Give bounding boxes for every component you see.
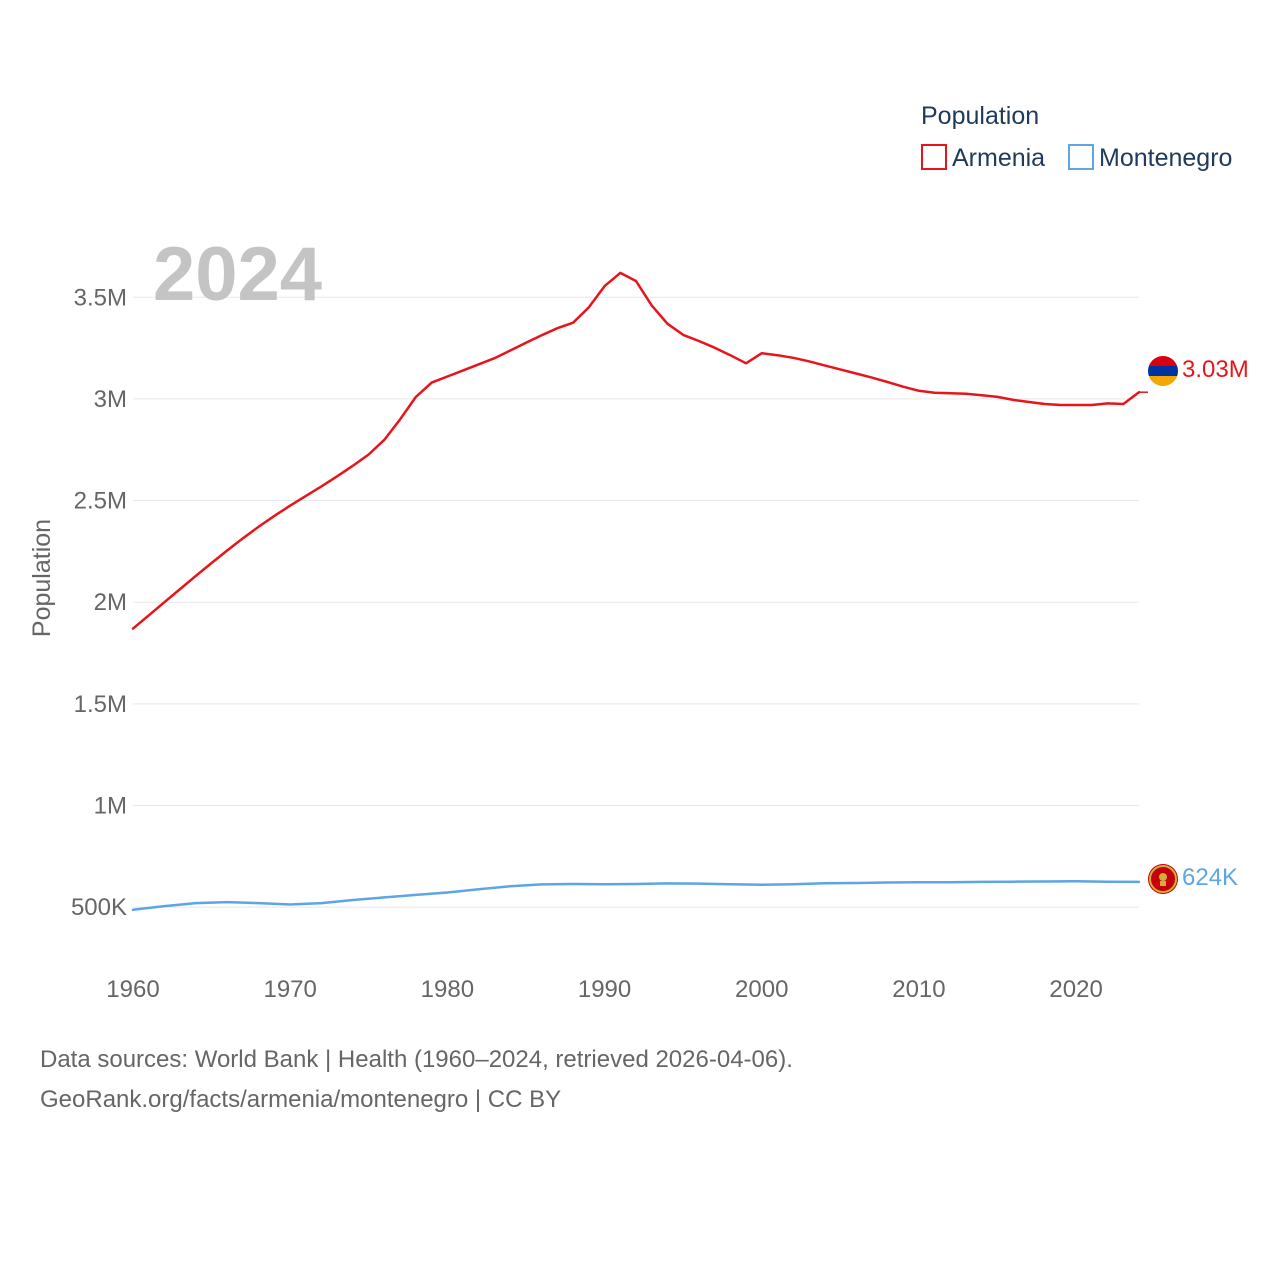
x-tick-label: 1960	[106, 976, 159, 1003]
armenia-end-label: 3.03M	[1182, 356, 1249, 383]
y-tick-label: 3M	[94, 386, 127, 413]
legend-swatch-armenia	[921, 144, 947, 170]
x-tick-label: 2000	[735, 976, 788, 1003]
y-tick-label: 1.5M	[74, 691, 127, 718]
armenia-flag-icon	[1148, 356, 1178, 386]
x-tick-label: 1980	[421, 976, 474, 1003]
y-tick-label: 3.5M	[74, 284, 127, 311]
legend: Population Armenia Montenegro	[921, 102, 1232, 172]
series-lines	[131, 271, 1141, 912]
gridlines	[133, 296, 1139, 908]
legend-label-montenegro: Montenegro	[1099, 144, 1232, 172]
y-axis-ticks: 500K 1M 1.5M 2M 2.5M 3M 3.5M	[71, 284, 127, 921]
armenia-line	[131, 271, 1141, 630]
legend-swatch-montenegro	[1068, 144, 1094, 170]
y-tick-label: 2.5M	[74, 488, 127, 515]
y-tick-label: 500K	[71, 894, 127, 921]
y-axis-label: Population	[28, 519, 56, 637]
montenegro-flag-icon	[1148, 864, 1178, 894]
year-watermark: 2024	[153, 232, 322, 317]
y-tick-label: 2M	[94, 589, 127, 616]
x-tick-label: 1970	[263, 976, 316, 1003]
montenegro-line	[131, 880, 1141, 912]
series-end-markers: 3.03M 624K	[1139, 356, 1249, 894]
source-line-1: Data sources: World Bank | Health (1960–…	[40, 1046, 793, 1073]
legend-item-armenia[interactable]: Armenia	[921, 144, 1045, 172]
source-line-2: GeoRank.org/facts/armenia/montenegro | C…	[40, 1086, 562, 1113]
x-tick-label: 2010	[892, 976, 945, 1003]
y-tick-label: 1M	[94, 792, 127, 819]
legend-label-armenia: Armenia	[952, 144, 1045, 172]
x-tick-label: 1990	[578, 976, 631, 1003]
legend-title: Population	[921, 102, 1039, 130]
x-axis-ticks: 1960 1970 1980 1990 2000 2010 2020	[106, 976, 1103, 1003]
x-tick-label: 2020	[1049, 976, 1102, 1003]
montenegro-end-label: 624K	[1182, 864, 1238, 891]
legend-item-montenegro[interactable]: Montenegro	[1068, 144, 1232, 172]
